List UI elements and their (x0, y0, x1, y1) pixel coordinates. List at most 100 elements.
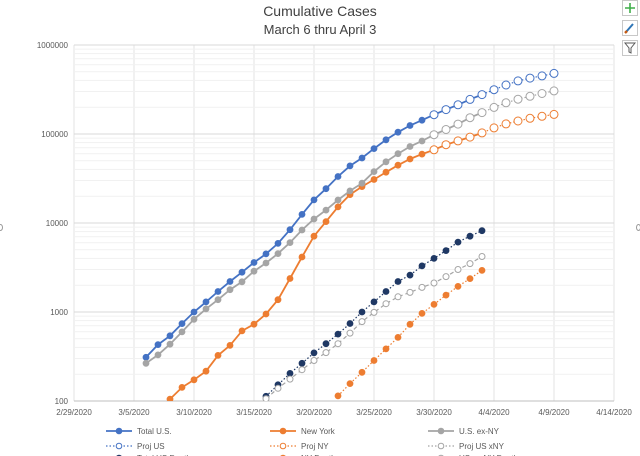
axes: 2/29/2020 3/5/2020 3/10/2020 3/15/2020 3/20/… (37, 41, 633, 417)
data-point (382, 158, 390, 166)
data-point (513, 76, 523, 86)
data-point (334, 330, 342, 338)
data-point (262, 250, 270, 258)
data-point (406, 271, 414, 279)
data-point (382, 345, 390, 353)
data-point (406, 155, 414, 163)
data-point (286, 226, 294, 234)
legend-entry: Proj US (106, 442, 165, 451)
x-tick-label: 4/4/2020 (478, 408, 510, 417)
data-point (298, 366, 306, 374)
chart-elements-button[interactable] (622, 0, 638, 16)
data-point (477, 128, 487, 138)
funnel-icon (623, 42, 637, 54)
legend-label: Total U.S. (137, 427, 172, 436)
data-point (465, 94, 475, 104)
data-point (238, 278, 246, 286)
data-point (454, 238, 462, 246)
y-tick-label: 10000 (46, 219, 69, 228)
legend: Total U.S. New York U.S. ex-NY Proj US Proj … (106, 427, 522, 456)
data-point (346, 320, 354, 327)
left-resize-handle[interactable] (0, 224, 3, 231)
data-point (154, 351, 162, 359)
data-point (202, 298, 210, 306)
legend-entry: Proj US xNY (428, 442, 505, 451)
data-point (478, 253, 486, 260)
data-point (406, 122, 414, 129)
data-point (250, 259, 258, 266)
data-point (394, 278, 402, 285)
data-point (298, 253, 306, 261)
data-point (178, 383, 186, 391)
data-point (190, 376, 198, 384)
data-point (250, 320, 258, 328)
data-point (454, 266, 462, 273)
x-tick-label: 4/14/2020 (596, 408, 632, 417)
data-point (322, 206, 330, 214)
data-point (226, 341, 234, 349)
data-point (453, 100, 463, 110)
data-point (418, 137, 426, 145)
series-proj-ny (429, 109, 559, 155)
data-point (478, 266, 486, 274)
data-point (310, 196, 318, 204)
data-point (190, 315, 198, 323)
x-tick-label: 4/9/2020 (538, 408, 570, 417)
series-proj-us (429, 68, 559, 120)
brush-icon (624, 23, 634, 34)
legend-swatch-marker (279, 442, 287, 450)
data-point (322, 349, 330, 357)
data-point (286, 375, 294, 383)
chart-subtitle: March 6 thru April 3 (264, 22, 377, 37)
data-point (441, 125, 451, 134)
data-point (406, 288, 414, 296)
data-point (489, 85, 499, 95)
data-point (489, 123, 499, 133)
data-point (382, 288, 390, 295)
data-point (322, 340, 330, 348)
chart-filters-button[interactable] (622, 40, 638, 56)
data-point (346, 162, 354, 170)
data-point (418, 283, 426, 291)
data-point (310, 215, 318, 223)
legend-swatch-marker (115, 427, 123, 435)
legend-swatch-marker (279, 427, 287, 435)
data-point (382, 136, 390, 144)
legend-swatch-marker (437, 427, 445, 435)
data-point (262, 395, 270, 401)
data-point (382, 300, 390, 308)
data-point (525, 113, 535, 123)
x-tick-label: 3/5/2020 (118, 408, 150, 417)
series-area (142, 68, 559, 401)
data-point (226, 286, 234, 294)
data-point (406, 320, 414, 328)
data-point (274, 296, 282, 304)
data-point (466, 260, 474, 268)
data-point (286, 239, 294, 247)
data-point (274, 250, 282, 258)
data-point (489, 102, 499, 112)
x-tick-label: 3/20/2020 (296, 408, 332, 417)
data-point (442, 273, 450, 281)
chart-styles-button[interactable] (622, 20, 638, 36)
data-point (477, 90, 487, 100)
data-point (346, 329, 354, 337)
data-point (358, 308, 366, 316)
data-point (346, 380, 354, 388)
data-point (226, 278, 234, 285)
data-point (430, 254, 438, 262)
data-point (442, 291, 450, 299)
data-point (394, 333, 402, 341)
data-point (441, 140, 451, 150)
data-point (501, 98, 511, 108)
data-point (322, 185, 330, 193)
series-new-york (166, 129, 486, 401)
data-point (370, 168, 378, 176)
data-point (465, 132, 475, 142)
right-resize-handle[interactable] (636, 224, 640, 231)
data-point (430, 279, 438, 287)
data-point (202, 367, 210, 375)
legend-label: Proj US (137, 442, 165, 451)
series-us-ex-ny-deaths (262, 253, 486, 401)
data-point (418, 262, 426, 270)
